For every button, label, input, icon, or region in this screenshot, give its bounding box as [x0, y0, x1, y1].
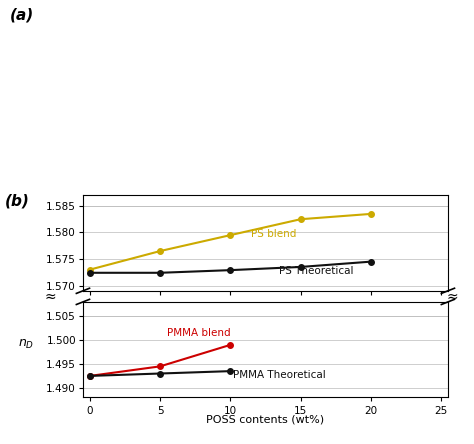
Text: POSS contents (wt%): POSS contents (wt%): [206, 415, 325, 424]
Text: $n_D$: $n_D$: [18, 337, 34, 351]
Text: (b): (b): [5, 193, 29, 208]
Text: PS Theoretical: PS Theoretical: [280, 266, 354, 276]
Text: (a): (a): [9, 8, 34, 23]
Text: ≈: ≈: [447, 289, 458, 304]
Text: PMMA Theoretical: PMMA Theoretical: [233, 370, 326, 380]
Text: ≈: ≈: [45, 289, 56, 304]
Text: PS blend: PS blend: [251, 229, 297, 238]
Text: PMMA blend: PMMA blend: [167, 328, 231, 338]
